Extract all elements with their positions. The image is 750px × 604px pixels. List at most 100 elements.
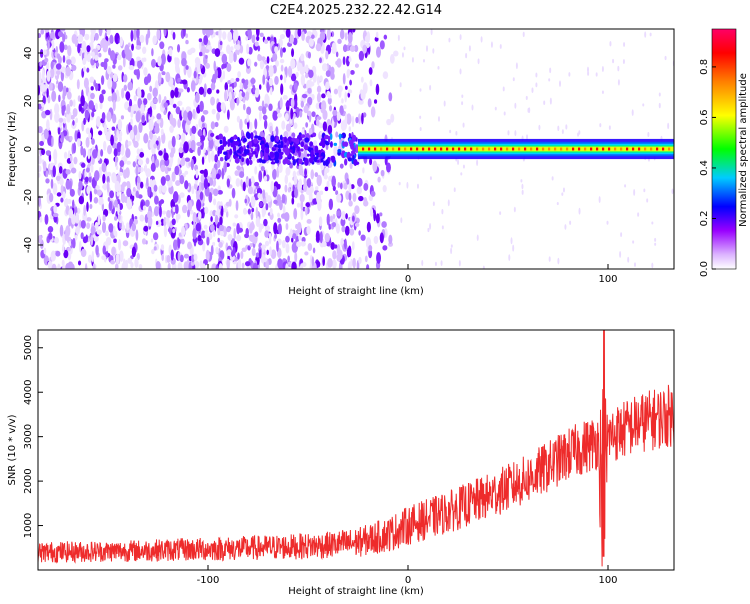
spectral-line-peak bbox=[494, 147, 497, 151]
spectrogram-cell bbox=[80, 162, 86, 168]
spectrogram-cell bbox=[379, 40, 385, 50]
spectrogram-cell bbox=[61, 131, 64, 144]
spectrogram-cell bbox=[499, 211, 502, 215]
spectrogram-cell bbox=[218, 149, 223, 154]
spectrogram-cell bbox=[339, 29, 345, 40]
spectrogram-cell bbox=[196, 199, 202, 211]
spectrogram-cell bbox=[459, 34, 462, 41]
spectrogram-cell bbox=[263, 218, 268, 227]
spectrogram-cell bbox=[192, 212, 197, 224]
spectrogram-cell bbox=[273, 222, 278, 235]
spectrogram-cell bbox=[83, 77, 89, 89]
spectrogram-cell bbox=[130, 261, 134, 269]
spectrogram-cell bbox=[95, 83, 99, 92]
spectrogram-cell bbox=[284, 174, 289, 185]
spectrogram-cell bbox=[307, 96, 313, 106]
spectrogram-cell bbox=[143, 76, 149, 86]
spectrogram-cell bbox=[120, 115, 125, 120]
spectrogram-cell bbox=[363, 197, 368, 205]
spectrogram-cell bbox=[219, 216, 223, 226]
spectrogram-cell bbox=[87, 254, 92, 263]
spectrogram-cell bbox=[71, 199, 75, 209]
spectrogram-cell bbox=[642, 103, 645, 107]
spectrogram-cell bbox=[152, 232, 159, 241]
spectrogram-cell bbox=[654, 242, 657, 246]
spectrogram-cell bbox=[522, 31, 525, 38]
spectrogram-cell bbox=[107, 95, 113, 102]
spectrogram-cell bbox=[520, 179, 523, 183]
spectrogram-cell bbox=[58, 94, 61, 103]
spectrogram-cell bbox=[329, 141, 333, 148]
spectrogram-cell bbox=[551, 176, 554, 181]
spectrogram-cell bbox=[72, 107, 78, 117]
spectrogram-cell bbox=[105, 131, 111, 141]
spectrogram-cell bbox=[309, 185, 314, 194]
spectrogram-cell bbox=[239, 171, 245, 179]
spectrogram-cell bbox=[301, 261, 307, 268]
spectrogram-cell bbox=[46, 88, 49, 98]
spectrogram-cell bbox=[364, 255, 368, 263]
spectrogram-cell bbox=[260, 244, 267, 249]
spectrogram-cell bbox=[93, 235, 99, 242]
spectrogram-cell bbox=[81, 40, 87, 53]
spectrogram-cell bbox=[331, 175, 336, 188]
spectrogram-cell bbox=[112, 174, 117, 184]
spectrogram-cell bbox=[201, 156, 205, 165]
spectrogram-cell bbox=[112, 64, 116, 69]
spectrogram-cell bbox=[430, 29, 433, 36]
spectrogram-cell bbox=[297, 146, 300, 152]
spectrogram-cell bbox=[89, 76, 95, 84]
spectral-line-peak bbox=[596, 147, 599, 151]
spectrogram-cell bbox=[287, 131, 293, 137]
spectrogram-cell bbox=[120, 192, 126, 204]
spectrogram-cell bbox=[298, 158, 303, 165]
spectrogram-cell bbox=[50, 67, 55, 79]
spectrogram-cell bbox=[400, 217, 403, 224]
spectrogram-cell bbox=[326, 213, 330, 226]
spectrogram-cell bbox=[175, 106, 181, 115]
spectrogram-cell bbox=[183, 141, 189, 154]
spectrogram-cell bbox=[140, 201, 144, 210]
spectrogram-cell bbox=[153, 246, 157, 251]
spectrogram-cell bbox=[617, 79, 620, 86]
spectrogram-cell bbox=[310, 169, 315, 180]
spectrogram-cell bbox=[106, 171, 112, 177]
spectrogram-cell bbox=[548, 78, 551, 82]
spectrogram-cell bbox=[63, 44, 68, 51]
spectrogram-cell bbox=[153, 184, 158, 192]
spectrogram-cell bbox=[158, 93, 162, 104]
spectrogram-cell bbox=[257, 54, 263, 62]
spectrogram-cell bbox=[150, 238, 154, 243]
spectrogram-cell bbox=[110, 260, 116, 265]
spectrogram-cell bbox=[244, 198, 247, 204]
spectrogram-cell bbox=[373, 235, 379, 245]
spectrogram-cell bbox=[332, 109, 338, 116]
spectrogram-cell bbox=[126, 187, 132, 198]
spectrogram-cell bbox=[280, 83, 284, 95]
spectrogram-cell bbox=[62, 55, 66, 63]
spectrogram-cell bbox=[131, 246, 137, 258]
spectrogram-cell bbox=[357, 177, 363, 187]
spectrogram-cell bbox=[58, 117, 64, 123]
spectrogram-cell bbox=[147, 216, 153, 227]
spectrogram-cell bbox=[305, 122, 309, 128]
spectrogram-cell bbox=[64, 199, 68, 208]
spectrogram-cell bbox=[52, 165, 56, 178]
spectrogram-cell bbox=[264, 59, 268, 65]
spectrogram-cell bbox=[161, 253, 164, 262]
spectrogram-cell bbox=[397, 34, 400, 42]
spectrogram-cell bbox=[95, 244, 99, 256]
snr-x-ticks: -100 0 100 bbox=[197, 565, 618, 586]
spectrogram-cell bbox=[198, 86, 205, 95]
spectrogram-cell bbox=[47, 261, 53, 269]
spectrogram-cell bbox=[351, 215, 355, 222]
spectrogram-cell bbox=[177, 100, 183, 106]
spectrogram-cell bbox=[272, 52, 278, 62]
spectrogram-cell bbox=[101, 37, 107, 49]
spectrogram-cell bbox=[167, 262, 171, 269]
spectrogram-cell bbox=[113, 225, 116, 236]
spectrogram-cell bbox=[293, 175, 298, 185]
spectrogram-cell bbox=[250, 132, 254, 140]
spectrogram-cell bbox=[103, 59, 108, 71]
spectrogram-cell bbox=[54, 111, 60, 123]
